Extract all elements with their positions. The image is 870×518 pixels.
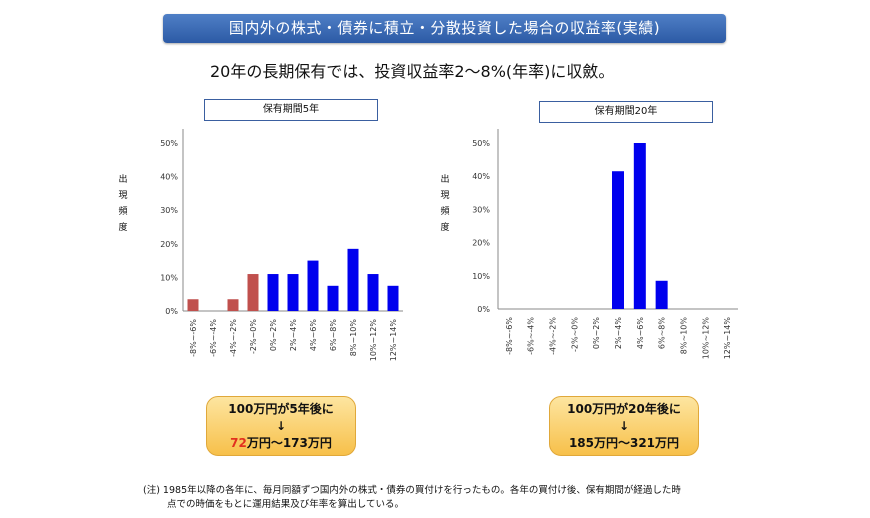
y-label-char: 現 [118, 191, 128, 201]
bar [633, 143, 646, 309]
y-label-char: 度 [118, 223, 128, 233]
y-tick-label: 50% [160, 139, 178, 148]
footnote-line2: 点での時価をもとに運用結果及び年率を算出している。 [167, 499, 405, 510]
bar [655, 280, 668, 309]
y-tick-label: 50% [472, 139, 490, 148]
y-tick-label: 0% [477, 305, 490, 314]
bar [367, 274, 379, 311]
bar [347, 248, 359, 311]
y-label-char: 出 [440, 175, 450, 185]
result-range-rest: 万円〜173万円 [246, 436, 332, 450]
result-line1: 100万円が5年後に [228, 402, 334, 416]
y-label-char: 頻 [118, 207, 128, 217]
x-tick-label: 6%~8% [658, 317, 667, 349]
x-tick-label: -6%~-4% [527, 317, 536, 355]
y-tick-label: 0% [165, 307, 178, 316]
x-tick-label: 2%~4% [614, 317, 623, 349]
x-tick-label: 10%~12% [701, 317, 710, 360]
result-range-rest: 185万円〜321万円 [568, 436, 680, 450]
down-arrow-icon: ↓ [618, 419, 630, 433]
y-axis-label-right: 出 現 頻 度 [439, 172, 451, 236]
x-tick-label: 2%~4% [289, 319, 298, 351]
footnote: (注) 1985年以降の各年に、毎月同額ずつ国内外の株式・債券の買付けを行ったも… [143, 484, 763, 512]
bar [307, 260, 319, 311]
chart-title-20y: 保有期間20年 [539, 101, 713, 123]
result-range: 185万円〜321万円 [550, 435, 698, 452]
page-banner: 国内外の株式・債券に積立・分散投資した場合の収益率(実績) [163, 14, 726, 43]
y-tick-label: 10% [472, 272, 490, 281]
down-arrow-icon: ↓ [275, 419, 287, 433]
bar [387, 285, 399, 311]
bar [187, 299, 199, 311]
chart-title-5y: 保有期間5年 [204, 99, 378, 121]
result-min-value: 72 [230, 436, 247, 450]
x-tick-label: 10%~12% [369, 319, 378, 362]
y-tick-label: 20% [472, 239, 490, 248]
y-label-char: 現 [440, 191, 450, 201]
y-label-char: 出 [118, 175, 128, 185]
x-tick-label: -4%~-2% [549, 317, 558, 355]
subtitle: 20年の長期保有では、投資収益率2〜8%(年率)に収斂。 [210, 62, 615, 81]
bar [287, 274, 299, 311]
result-line1: 100万円が20年後に [567, 402, 681, 416]
x-tick-label: 4%~6% [309, 319, 318, 351]
footnote-line1: (注) 1985年以降の各年に、毎月同額ずつ国内外の株式・債券の買付けを行ったも… [143, 485, 681, 496]
x-tick-label: -2%~0% [249, 319, 258, 354]
result-range: 72万円〜173万円 [207, 435, 355, 452]
result-box-20y: 100万円が20年後に ↓ 185万円〜321万円 [549, 396, 699, 456]
x-tick-label: 0%~2% [269, 319, 278, 351]
y-label-char: 度 [440, 223, 450, 233]
x-tick-label: -8%~-6% [505, 317, 514, 355]
y-tick-label: 40% [472, 172, 490, 181]
bar [247, 274, 259, 311]
y-tick-label: 30% [472, 205, 490, 214]
y-tick-label: 10% [160, 273, 178, 282]
x-tick-label: -8%~-6% [189, 319, 198, 357]
x-tick-label: 12%~14% [723, 317, 732, 360]
x-tick-label: 8%~10% [349, 319, 358, 357]
x-tick-label: -6%~-4% [209, 319, 218, 357]
y-tick-label: 40% [160, 173, 178, 182]
bar [227, 299, 239, 311]
bar [612, 171, 624, 309]
x-tick-label: 6%~8% [329, 319, 338, 351]
x-tick-label: -2%~0% [570, 317, 579, 352]
x-tick-label: 12%~14% [389, 319, 398, 362]
result-box-5y: 100万円が5年後に ↓ 72万円〜173万円 [206, 396, 356, 456]
x-tick-label: 0%~2% [592, 317, 601, 349]
bar [267, 274, 279, 311]
x-tick-label: 4%~6% [636, 317, 645, 349]
bar [327, 285, 339, 311]
y-tick-label: 30% [160, 206, 178, 215]
y-axis-label-left: 出 現 頻 度 [117, 172, 129, 236]
x-tick-label: 8%~10% [679, 317, 688, 355]
x-tick-label: -4%~-2% [229, 319, 238, 357]
y-tick-label: 20% [160, 240, 178, 249]
y-label-char: 頻 [440, 207, 450, 217]
